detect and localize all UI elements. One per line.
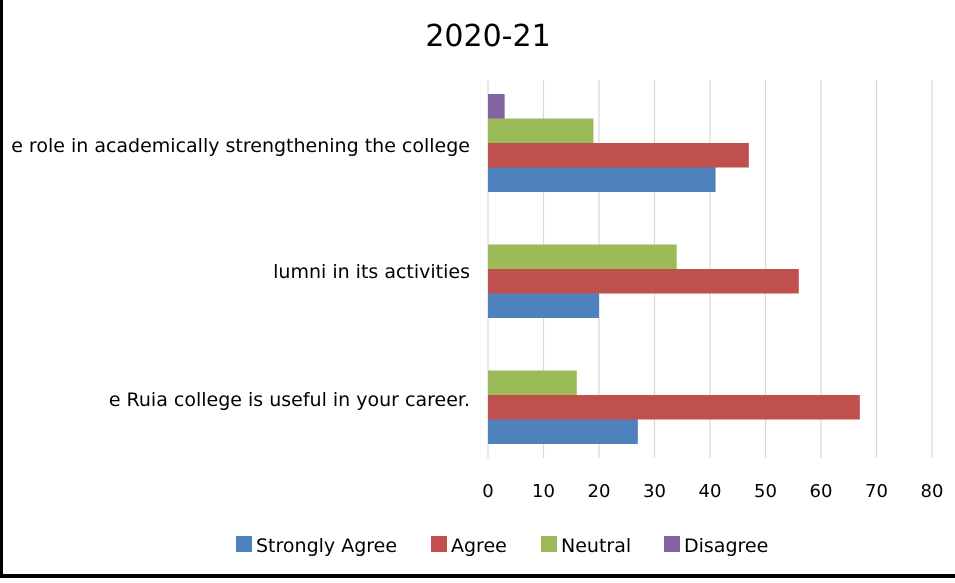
legend-label-neutral: Neutral bbox=[561, 535, 631, 557]
x-tick-label: 80 bbox=[921, 481, 944, 502]
bar-strongly-agree-2 bbox=[488, 419, 638, 444]
category-label-1: lumni in its activities bbox=[273, 261, 470, 283]
legend-swatch-disagree bbox=[664, 536, 680, 552]
legend: Strongly Agree Agree Neutral Disagree bbox=[236, 535, 768, 557]
bar-strongly-agree-1 bbox=[488, 293, 599, 318]
legend-label-disagree: Disagree bbox=[684, 535, 768, 557]
legend-swatch-neutral bbox=[541, 536, 557, 552]
x-tick-labels: 0 10 20 30 40 50 60 70 80 bbox=[482, 481, 943, 502]
x-tick-label: 60 bbox=[810, 481, 833, 502]
x-tick-label: 10 bbox=[532, 481, 555, 502]
bar-neutral-1 bbox=[488, 244, 677, 269]
bar-agree-1 bbox=[488, 269, 799, 294]
category-label-2: e Ruia college is useful in your career. bbox=[109, 389, 470, 411]
chart-title: 2020-21 bbox=[425, 19, 550, 54]
legend-label-strongly-agree: Strongly Agree bbox=[256, 535, 397, 557]
bar-agree-0 bbox=[488, 143, 749, 168]
x-tick-label: 20 bbox=[588, 481, 611, 502]
bar-neutral-2 bbox=[488, 370, 577, 395]
legend-label-agree: Agree bbox=[451, 535, 507, 557]
legend-swatch-strongly-agree bbox=[236, 536, 252, 552]
bar-disagree-0 bbox=[488, 94, 505, 119]
frame-left-border bbox=[0, 0, 6, 578]
x-tick-label: 70 bbox=[865, 481, 888, 502]
bar-agree-2 bbox=[488, 395, 860, 420]
bars bbox=[488, 94, 860, 444]
x-tick-label: 50 bbox=[754, 481, 777, 502]
x-tick-label: 30 bbox=[643, 481, 666, 502]
category-labels: e role in academically strengthening the… bbox=[11, 135, 470, 411]
bar-neutral-0 bbox=[488, 118, 594, 143]
bar-strongly-agree-0 bbox=[488, 167, 716, 192]
legend-swatch-agree bbox=[431, 536, 447, 552]
frame-bottom-border bbox=[0, 574, 955, 578]
x-tick-label: 40 bbox=[699, 481, 722, 502]
category-label-0: e role in academically strengthening the… bbox=[11, 135, 470, 157]
x-tick-label: 0 bbox=[482, 481, 493, 502]
